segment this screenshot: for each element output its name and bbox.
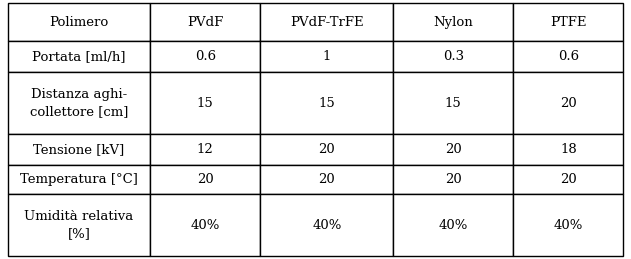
Text: 0.6: 0.6 [195,50,216,63]
Bar [8,194,150,256]
Bar [393,194,513,256]
Bar [8,165,150,194]
Bar [8,3,150,41]
Bar [393,3,513,41]
Text: Portata [ml/h]: Portata [ml/h] [32,50,126,63]
Text: 20: 20 [445,143,462,156]
Bar [8,72,150,134]
Bar [261,41,393,72]
Text: 15: 15 [319,97,335,110]
Text: 18: 18 [560,143,577,156]
Bar [261,3,393,41]
Bar [261,194,393,256]
Text: Polimero: Polimero [49,16,109,29]
Bar [513,72,623,134]
Text: 20: 20 [560,97,577,110]
Text: 0.3: 0.3 [443,50,464,63]
Bar [261,134,393,165]
Bar [150,194,261,256]
Text: 40%: 40% [191,219,220,232]
Text: Distanza aghi-
collettore [cm]: Distanza aghi- collettore [cm] [30,88,128,118]
Bar [393,165,513,194]
Text: 20: 20 [197,173,214,186]
Text: PVdF-TrFE: PVdF-TrFE [290,16,363,29]
Text: PTFE: PTFE [550,16,587,29]
Bar [513,41,623,72]
Bar [261,72,393,134]
Bar [8,134,150,165]
Text: 0.6: 0.6 [558,50,579,63]
Bar [513,165,623,194]
Text: 40%: 40% [439,219,468,232]
Bar [393,72,513,134]
Bar [150,41,261,72]
Text: 40%: 40% [312,219,341,232]
Text: 15: 15 [445,97,462,110]
Text: Umidità relativa
[%]: Umidità relativa [%] [24,210,134,240]
Bar [513,3,623,41]
Text: 1: 1 [322,50,331,63]
Text: Tensione [kV]: Tensione [kV] [33,143,124,156]
Text: 15: 15 [197,97,214,110]
Bar [513,194,623,256]
Bar [261,165,393,194]
Text: 20: 20 [560,173,577,186]
Text: Temperatura [°C]: Temperatura [°C] [20,173,138,186]
Bar [150,134,261,165]
Bar [513,134,623,165]
Text: Nylon: Nylon [433,16,473,29]
Bar [393,134,513,165]
Text: 12: 12 [197,143,214,156]
Text: 20: 20 [319,143,335,156]
Text: 20: 20 [319,173,335,186]
Bar [150,72,261,134]
Text: 20: 20 [445,173,462,186]
Bar [8,41,150,72]
Text: 40%: 40% [553,219,583,232]
Bar [150,3,261,41]
Text: PVdF: PVdF [187,16,223,29]
Bar [393,41,513,72]
Bar [150,165,261,194]
